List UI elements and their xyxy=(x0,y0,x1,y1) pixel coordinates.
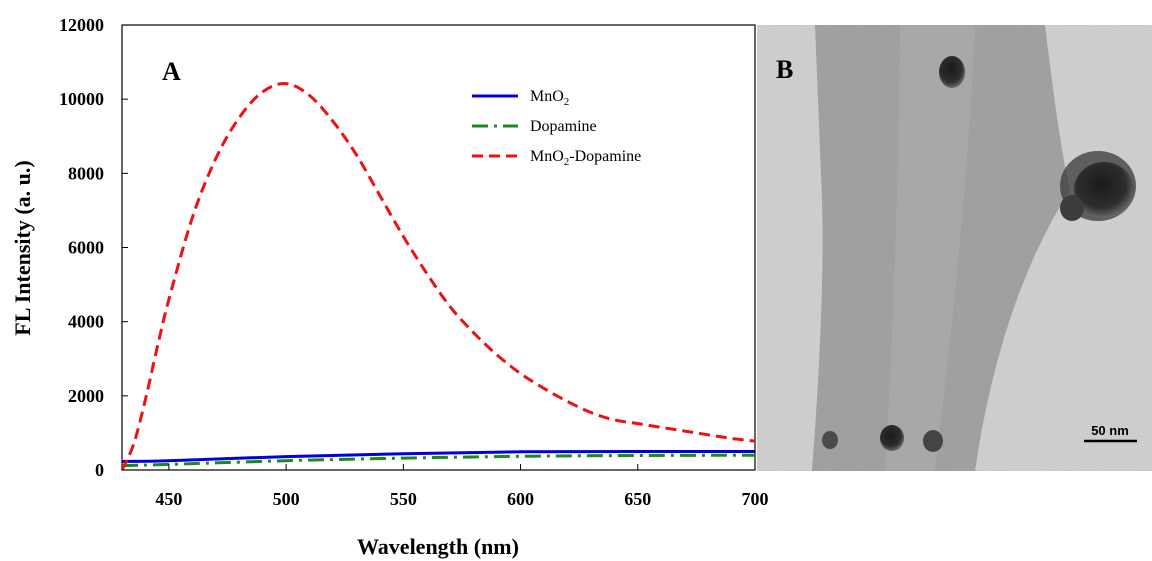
scale-bar-label: 50 nm xyxy=(1091,423,1129,438)
x-tick-label: 500 xyxy=(273,489,300,509)
ticks-layer: 450 500 550 600 650 700 0 2000 4000 6000 8000 10000… xyxy=(59,15,769,509)
nanoparticle xyxy=(1074,162,1134,218)
y-tick-label: 4000 xyxy=(68,312,104,332)
x-tick-label: 550 xyxy=(390,489,417,509)
nanoparticle xyxy=(822,431,838,449)
series-line-0 xyxy=(121,449,756,463)
y-tick-label: 8000 xyxy=(68,163,104,183)
legend-label-2: MnO2-Dopamine xyxy=(530,148,641,168)
plot-area xyxy=(121,24,756,471)
y-tick-label: 6000 xyxy=(68,238,104,258)
y-tick-label: 12000 xyxy=(59,15,104,35)
nanotube-grain xyxy=(757,25,1152,471)
series-layer xyxy=(120,82,756,471)
y-tick-label: 2000 xyxy=(68,386,104,406)
legend-label-0: MnO2 xyxy=(530,88,569,108)
tem-image: 50 nm xyxy=(757,25,1152,471)
series-line-1 xyxy=(121,453,756,468)
nanoparticle xyxy=(880,425,904,451)
legend-label-1: Dopamine xyxy=(530,118,597,135)
y-tick-label: 0 xyxy=(95,460,104,480)
legend: MnO2 Dopamine MnO2-Dopamine xyxy=(472,88,641,168)
plot-frame xyxy=(121,24,756,471)
y-tick-label: 10000 xyxy=(59,89,104,109)
x-axis-title: Wavelength (nm) xyxy=(357,534,519,559)
panel-a-label: A xyxy=(162,57,181,86)
y-axis-title: FL Intensity (a. u.) xyxy=(10,160,35,335)
nanoparticle xyxy=(1060,195,1084,221)
x-tick-label: 450 xyxy=(155,489,182,509)
x-tick-label: 650 xyxy=(624,489,651,509)
nanoparticle xyxy=(923,430,943,452)
panel-b-label: B xyxy=(776,55,793,84)
x-tick-label: 600 xyxy=(507,489,534,509)
x-tick-label: 700 xyxy=(742,489,769,509)
series-line-2 xyxy=(120,82,756,471)
nanoparticle xyxy=(939,56,965,88)
